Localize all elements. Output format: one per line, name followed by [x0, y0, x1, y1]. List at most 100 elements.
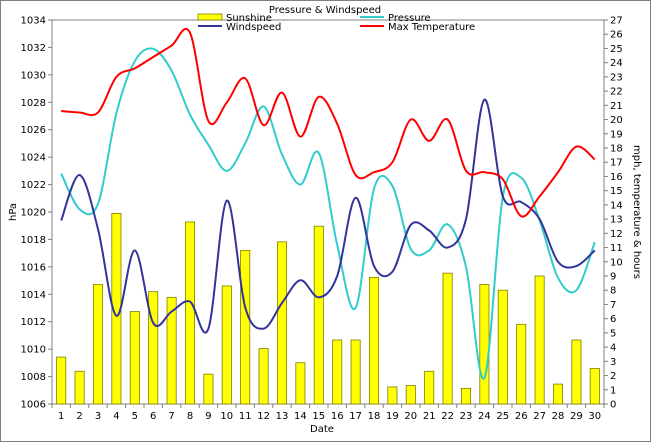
sunshine-bar: [240, 249, 251, 405]
sunshine-bars: [56, 213, 600, 405]
legend-label-pressure: Pressure: [388, 13, 431, 24]
sunshine-bar: [93, 284, 104, 405]
y-tick-label: 1030: [21, 70, 46, 81]
y2-tick-label: 23: [610, 72, 623, 83]
legend-label-sunshine: Sunshine: [226, 13, 272, 24]
y-tick-label: 1012: [21, 317, 46, 328]
x-tick-label: 18: [368, 411, 381, 422]
sunshine-bar: [129, 311, 140, 405]
y2-tick-label: 1: [610, 385, 616, 396]
axes: 1006100810101012101410161018102010221024…: [21, 16, 623, 423]
y2-tick-label: 10: [610, 257, 623, 268]
x-tick-label: 22: [441, 411, 454, 422]
y-tick-label: 1022: [21, 180, 46, 191]
x-tick-label: 11: [239, 411, 252, 422]
sunshine-bar: [424, 370, 435, 405]
x-tick-label: 30: [588, 411, 601, 422]
sunshine-bar: [313, 225, 324, 405]
x-tick-label: 23: [460, 411, 473, 422]
x-tick-label: 7: [168, 411, 174, 422]
y2-tick-label: 7: [610, 300, 616, 311]
legend: Sunshine Pressure Windspeed Max Temperature: [197, 13, 475, 33]
sunshine-bar: [56, 356, 67, 405]
y2-tick-label: 12: [610, 229, 623, 240]
y-tick-label: 1010: [21, 345, 46, 356]
y2-tick-label: 15: [610, 186, 623, 197]
y2-tick-label: 26: [610, 30, 623, 41]
y-tick-label: 1026: [21, 125, 46, 136]
y2-axis-label: mph, temperature & hours: [631, 145, 642, 279]
x-tick-label: 4: [113, 411, 119, 422]
y2-tick-label: 22: [610, 87, 623, 98]
x-tick-label: 12: [257, 411, 270, 422]
x-tick-label: 19: [386, 411, 399, 422]
sunshine-bar: [221, 285, 232, 405]
sunshine-bar: [332, 339, 343, 405]
x-tick-label: 28: [552, 411, 565, 422]
x-tick-label: 25: [496, 411, 509, 422]
y2-tick-label: 4: [610, 343, 616, 354]
sunshine-bar: [460, 387, 471, 405]
sunshine-bar: [74, 370, 85, 405]
sunshine-bar: [203, 373, 214, 405]
sunshine-bar: [295, 362, 306, 405]
x-tick-label: 13: [276, 411, 289, 422]
x-tick-label: 1: [58, 411, 64, 422]
x-tick-label: 9: [205, 411, 211, 422]
x-tick-label: 5: [132, 411, 138, 422]
y-axis-label: hPa: [8, 203, 19, 221]
y2-tick-label: 19: [610, 129, 623, 140]
sunshine-bar: [368, 277, 379, 405]
y2-tick-label: 17: [610, 158, 623, 169]
y2-tick-label: 2: [610, 371, 616, 382]
sunshine-bar: [387, 386, 398, 405]
sunshine-bar: [166, 296, 177, 405]
sunshine-bar: [276, 241, 287, 405]
x-tick-label: 2: [76, 411, 82, 422]
x-tick-label: 10: [220, 411, 233, 422]
sunshine-bar: [258, 348, 269, 405]
pressure-line: [60, 47, 596, 380]
sunshine-bar: [553, 383, 564, 405]
x-tick-label: 21: [423, 411, 436, 422]
y-tick-label: 1018: [21, 235, 46, 246]
y-tick-label: 1006: [21, 400, 46, 411]
sunshine-bar: [497, 289, 508, 405]
y2-tick-label: 13: [610, 215, 623, 226]
windspeed-line: [60, 98, 596, 334]
y2-tick-label: 21: [610, 101, 623, 112]
x-tick-label: 15: [312, 411, 325, 422]
series-lines: [60, 27, 596, 380]
y2-tick-label: 24: [610, 58, 623, 69]
y-tick-label: 1032: [21, 43, 46, 54]
legend-label-max-temperature: Max Temperature: [388, 22, 475, 33]
max-temperature-line: [61, 27, 596, 218]
x-tick-label: 24: [478, 411, 491, 422]
x-tick-label: 3: [95, 411, 101, 422]
sunshine-bar: [184, 221, 195, 405]
x-tick-label: 8: [187, 411, 193, 422]
x-tick-label: 29: [570, 411, 583, 422]
y2-tick-label: 8: [610, 286, 616, 297]
y2-tick-label: 18: [610, 144, 623, 155]
sunshine-bar: [589, 368, 600, 405]
y2-tick-label: 6: [610, 314, 616, 325]
chart-title: Pressure & Windspeed: [269, 5, 381, 16]
sunshine-bar: [479, 284, 490, 405]
y-tick-label: 1014: [21, 290, 46, 301]
y2-tick-label: 14: [610, 200, 623, 211]
y2-tick-label: 27: [610, 16, 623, 27]
y-tick-label: 1034: [21, 16, 46, 27]
x-tick-label: 17: [349, 411, 362, 422]
sunshine-bar: [148, 291, 159, 405]
x-tick-label: 6: [150, 411, 156, 422]
x-tick-label: 27: [533, 411, 546, 422]
x-tick-label: 16: [331, 411, 344, 422]
y2-tick-label: 0: [610, 400, 616, 411]
y2-tick-label: 25: [610, 44, 623, 55]
y-tick-label: 1008: [21, 372, 46, 383]
y2-tick-label: 3: [610, 357, 616, 368]
sunshine-bar: [571, 339, 582, 405]
sunshine-bar: [405, 385, 416, 405]
y-tick-label: 1016: [21, 262, 46, 273]
